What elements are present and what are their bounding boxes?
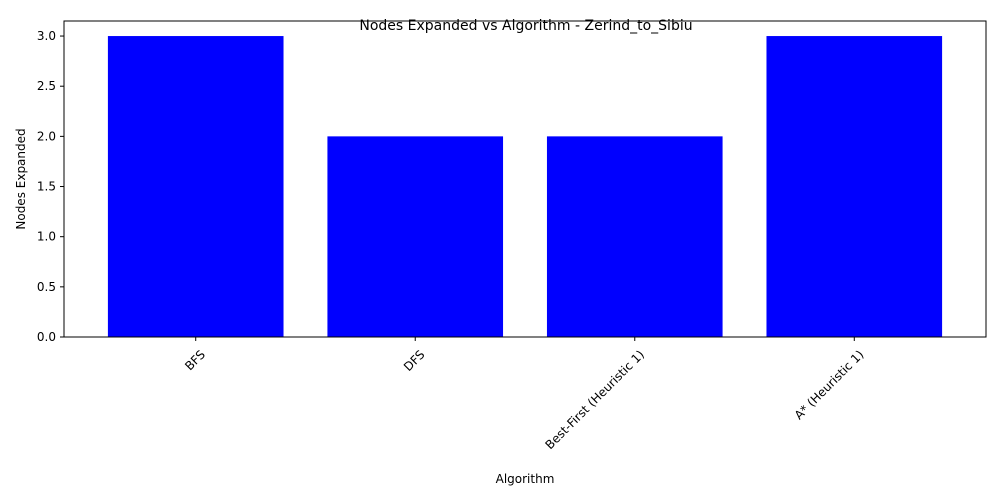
chart-title: Nodes Expanded vs Algorithm - Zerind_to_…: [359, 18, 692, 34]
bar-3: [766, 36, 943, 338]
x-axis: BFS DFS Best-First (Heuristic 1) A* (Heuris…: [182, 337, 867, 452]
y-tick-label: 0.5: [37, 280, 56, 294]
y-axis-label: Nodes Expanded: [14, 128, 28, 229]
plot-frame: [63, 20, 987, 338]
bar-0: [107, 36, 284, 338]
bar-2: [546, 136, 723, 337]
y-tick-label: 1.5: [37, 180, 56, 194]
y-tick-label: 1.0: [37, 230, 56, 244]
x-tick-label: Best-First (Heuristic 1): [542, 347, 647, 452]
x-tick-label: DFS: [401, 347, 428, 374]
x-axis-label: Algorithm: [496, 472, 555, 486]
y-tick-label: 3.0: [37, 29, 56, 43]
y-tick-label: 2.5: [37, 79, 56, 93]
y-tick-label: 0.0: [37, 330, 56, 344]
x-tick-label: BFS: [182, 347, 208, 373]
y-axis: 0.0 0.5 1.0 1.5 2.0 2.5 3.0: [37, 29, 64, 344]
bars-group: [107, 36, 943, 338]
x-tick-label: A* (Heuristic 1): [792, 347, 867, 422]
y-tick-label: 2.0: [37, 129, 56, 143]
bar-1: [327, 136, 504, 337]
